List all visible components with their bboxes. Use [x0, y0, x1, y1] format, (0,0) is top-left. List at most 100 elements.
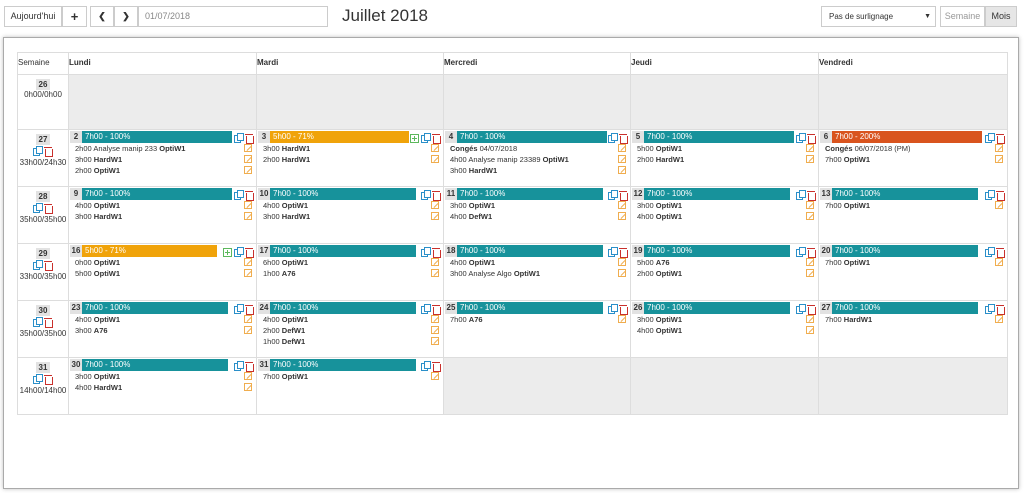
edit-icon[interactable] — [618, 258, 626, 266]
copy-week-icon[interactable] — [32, 374, 43, 384]
view-week-button[interactable]: Semaine — [940, 6, 985, 27]
time-entry[interactable]: 4h00 HardW1 — [70, 382, 255, 393]
edit-icon[interactable] — [618, 315, 626, 323]
delete-day-icon[interactable] — [432, 304, 441, 315]
delete-day-icon[interactable] — [245, 304, 254, 315]
delete-day-icon[interactable] — [245, 190, 254, 201]
copy-day-icon[interactable] — [608, 133, 618, 143]
time-entry[interactable]: 3h00 HardW1 — [70, 154, 255, 165]
delete-day-icon[interactable] — [432, 133, 441, 144]
time-entry[interactable]: Congés 06/07/2018 (PM) — [820, 143, 1006, 154]
copy-day-icon[interactable] — [796, 304, 806, 314]
delete-day-icon[interactable] — [245, 247, 254, 258]
copy-week-icon[interactable] — [32, 317, 43, 327]
delete-day-icon[interactable] — [996, 247, 1005, 258]
edit-icon[interactable] — [431, 372, 439, 380]
time-entry[interactable]: 7h00 OptiW1 — [258, 371, 442, 382]
copy-day-icon[interactable] — [421, 190, 431, 200]
day-cell[interactable]: 26 7h00 - 100% 3h00 OptiW1 4h00 OptiW1 — [630, 300, 819, 358]
day-cell[interactable]: 4 7h00 - 100% Congés 04/07/2018 4h00 Analys… — [443, 129, 631, 187]
time-entry[interactable]: 0h00 OptiW1 — [70, 257, 255, 268]
copy-week-icon[interactable] — [32, 260, 43, 270]
time-entry[interactable]: 4h00 OptiW1 — [258, 200, 442, 211]
time-entry[interactable]: 4h00 OptiW1 — [632, 211, 817, 222]
copy-day-icon[interactable] — [608, 304, 618, 314]
time-entry[interactable]: 4h00 DefW1 — [445, 211, 629, 222]
day-cell[interactable]: 3 5h00 - 71% 3h00 HardW1 2h00 HardW1 — [256, 129, 444, 187]
time-entry[interactable]: 3h00 A76 — [70, 325, 255, 336]
edit-icon[interactable] — [995, 144, 1003, 152]
time-entry[interactable]: 3h00 HardW1 — [445, 165, 629, 176]
edit-icon[interactable] — [806, 212, 814, 220]
edit-icon[interactable] — [244, 372, 252, 380]
day-cell[interactable]: 19 7h00 - 100% 5h00 A76 2h00 OptiW1 — [630, 243, 819, 301]
time-entry[interactable]: 4h00 OptiW1 — [70, 314, 255, 325]
day-cell[interactable]: 25 7h00 - 100% 7h00 A76 — [443, 300, 631, 358]
edit-icon[interactable] — [806, 155, 814, 163]
prev-month-button[interactable]: ❮ — [90, 6, 114, 27]
copy-day-icon[interactable] — [796, 133, 806, 143]
delete-day-icon[interactable] — [996, 304, 1005, 315]
edit-icon[interactable] — [431, 201, 439, 209]
delete-week-icon[interactable] — [44, 146, 54, 157]
add-entry-icon[interactable] — [223, 247, 232, 257]
copy-day-icon[interactable] — [985, 247, 995, 257]
delete-day-icon[interactable] — [245, 133, 254, 144]
time-entry[interactable]: 2h00 HardW1 — [258, 154, 442, 165]
add-entry-icon[interactable] — [410, 133, 419, 143]
edit-icon[interactable] — [244, 326, 252, 334]
delete-day-icon[interactable] — [619, 190, 628, 201]
edit-icon[interactable] — [806, 269, 814, 277]
delete-day-icon[interactable] — [432, 361, 441, 372]
time-entry[interactable]: 2h00 OptiW1 — [632, 268, 817, 279]
delete-week-icon[interactable] — [44, 317, 54, 328]
time-entry[interactable]: 7h00 OptiW1 — [820, 154, 1006, 165]
time-entry[interactable]: 5h00 OptiW1 — [632, 143, 817, 154]
day-cell[interactable]: 2 7h00 - 100% 2h00 Analyse manip 233 OptiW… — [68, 129, 257, 187]
copy-day-icon[interactable] — [608, 247, 618, 257]
edit-icon[interactable] — [244, 383, 252, 391]
edit-icon[interactable] — [244, 315, 252, 323]
day-cell[interactable]: 30 7h00 - 100% 3h00 OptiW1 4h00 HardW1 — [68, 357, 257, 415]
time-entry[interactable]: 2h00 OptiW1 — [70, 165, 255, 176]
time-entry[interactable]: Congés 04/07/2018 — [445, 143, 629, 154]
day-cell[interactable]: 17 7h00 - 100% 6h00 OptiW1 1h00 A76 — [256, 243, 444, 301]
copy-week-icon[interactable] — [32, 146, 43, 156]
time-entry[interactable]: 2h00 Analyse manip 233 OptiW1 — [70, 143, 255, 154]
delete-day-icon[interactable] — [807, 190, 816, 201]
time-entry[interactable]: 6h00 OptiW1 — [258, 257, 442, 268]
day-cell[interactable]: 11 7h00 - 100% 3h00 OptiW1 4h00 DefW1 — [443, 186, 631, 244]
time-entry[interactable]: 3h00 OptiW1 — [445, 200, 629, 211]
edit-icon[interactable] — [431, 269, 439, 277]
time-entry[interactable]: 3h00 OptiW1 — [70, 371, 255, 382]
day-cell[interactable]: 16 5h00 - 71% 0h00 OptiW1 5h00 OptiW1 — [68, 243, 257, 301]
copy-day-icon[interactable] — [985, 133, 995, 143]
time-entry[interactable]: 1h00 DefW1 — [258, 336, 442, 347]
time-entry[interactable]: 7h00 A76 — [445, 314, 629, 325]
day-cell[interactable]: 13 7h00 - 100% 7h00 OptiW1 — [818, 186, 1008, 244]
copy-day-icon[interactable] — [796, 247, 806, 257]
edit-icon[interactable] — [244, 155, 252, 163]
copy-day-icon[interactable] — [234, 133, 244, 143]
edit-icon[interactable] — [806, 258, 814, 266]
copy-day-icon[interactable] — [421, 361, 431, 371]
edit-icon[interactable] — [618, 155, 626, 163]
delete-week-icon[interactable] — [44, 260, 54, 271]
time-entry[interactable]: 5h00 A76 — [632, 257, 817, 268]
day-cell[interactable]: 6 7h00 - 200% Congés 06/07/2018 (PM) 7h00 O… — [818, 129, 1008, 187]
time-entry[interactable]: 2h00 HardW1 — [632, 154, 817, 165]
delete-day-icon[interactable] — [807, 304, 816, 315]
copy-day-icon[interactable] — [234, 247, 244, 257]
edit-icon[interactable] — [995, 201, 1003, 209]
highlight-select[interactable]: Pas de surlignage ▼ — [821, 6, 936, 27]
day-cell[interactable]: 31 7h00 - 100% 7h00 OptiW1 — [256, 357, 444, 415]
edit-icon[interactable] — [431, 337, 439, 345]
edit-icon[interactable] — [244, 144, 252, 152]
copy-day-icon[interactable] — [985, 304, 995, 314]
date-input[interactable]: 01/07/2018 — [138, 6, 328, 27]
time-entry[interactable]: 4h00 Analyse manip 23389 OptiW1 — [445, 154, 629, 165]
time-entry[interactable]: 3h00 HardW1 — [70, 211, 255, 222]
time-entry[interactable]: 3h00 HardW1 — [258, 211, 442, 222]
delete-day-icon[interactable] — [619, 133, 628, 144]
time-entry[interactable]: 4h00 OptiW1 — [258, 314, 442, 325]
